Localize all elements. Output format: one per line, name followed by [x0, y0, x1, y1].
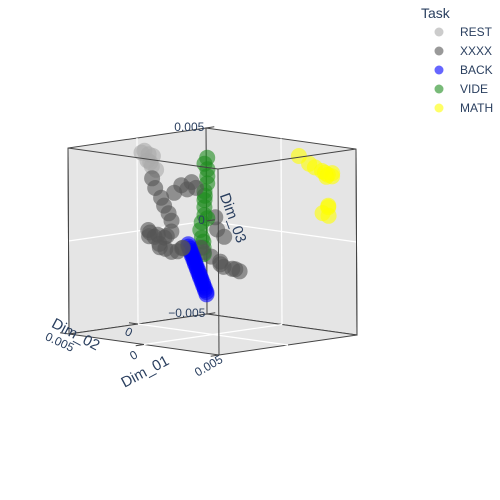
- point-rest-99[interactable]: [133, 144, 150, 161]
- legend-label-rest: REST: [460, 25, 493, 39]
- point-math-9[interactable]: [314, 205, 331, 222]
- legend-label-vide: VIDE: [460, 82, 488, 96]
- point-xxxx-20[interactable]: [209, 221, 226, 238]
- legend-title: Task: [421, 5, 451, 21]
- edge-top-front: [67, 147, 219, 170]
- legend-marker-vide: [434, 84, 444, 94]
- x-tick-label-0: 0: [127, 347, 140, 363]
- edge-vertical-right-back: [355, 148, 358, 336]
- z-tick-label-2: 0.005: [174, 120, 204, 134]
- legend-label-back: BACK: [460, 63, 493, 77]
- point-math-12[interactable]: [290, 148, 307, 164]
- point-xxxx-73[interactable]: [166, 184, 183, 201]
- z-tick-label-1: 0: [198, 213, 205, 227]
- point-xxxx-96[interactable]: [141, 228, 158, 245]
- legend-item-back[interactable]: BACK: [434, 63, 493, 77]
- legend-item-rest[interactable]: REST: [434, 25, 493, 39]
- legend-marker-math: [434, 103, 444, 113]
- scene-3d[interactable]: 0 0.00500.005−0.00500.005Dim_01Dim_02Dim_…: [43, 120, 358, 392]
- edge-vertical-front: [217, 168, 220, 356]
- legend: Task REST XXXX BACK VIDE MATH: [421, 5, 493, 115]
- grid-left-y0: [136, 137, 139, 325]
- edge-top-right: [217, 148, 357, 170]
- x-tick-mark-0: [135, 344, 145, 347]
- legend-marker-back: [434, 65, 444, 75]
- point-vide-33[interactable]: [196, 199, 213, 216]
- point-vide-39[interactable]: [192, 222, 209, 238]
- legend-marker-rest: [434, 27, 444, 37]
- legend-marker-xxxx: [434, 46, 444, 56]
- grid-floor-y0: [137, 323, 289, 346]
- z-tick-mark-2: [205, 126, 215, 129]
- legend-item-vide[interactable]: VIDE: [434, 82, 489, 96]
- z-tick-mark-1: [206, 219, 215, 222]
- point-vide-32[interactable]: [196, 155, 213, 172]
- z-tick-label-0: −0.005: [168, 306, 205, 320]
- z-tick-mark-0: [206, 312, 216, 315]
- edge-vertical-left-front: [67, 147, 70, 335]
- legend-label-math: MATH: [460, 101, 493, 115]
- point-xxxx-91[interactable]: [144, 170, 161, 187]
- legend-label-xxxx: XXXX: [460, 44, 492, 58]
- x-axis-title: Dim_01: [118, 352, 172, 391]
- x-tick-mark-1: [210, 354, 220, 357]
- grid-back-x0: [280, 138, 283, 325]
- legend-item-math[interactable]: MATH: [434, 101, 494, 115]
- y-tick-mark-1: [59, 332, 70, 335]
- legend-item-xxxx[interactable]: XXXX: [434, 44, 493, 58]
- x-tick-label-1: 0.005: [192, 352, 225, 379]
- y-tick-mark-0: [128, 322, 139, 325]
